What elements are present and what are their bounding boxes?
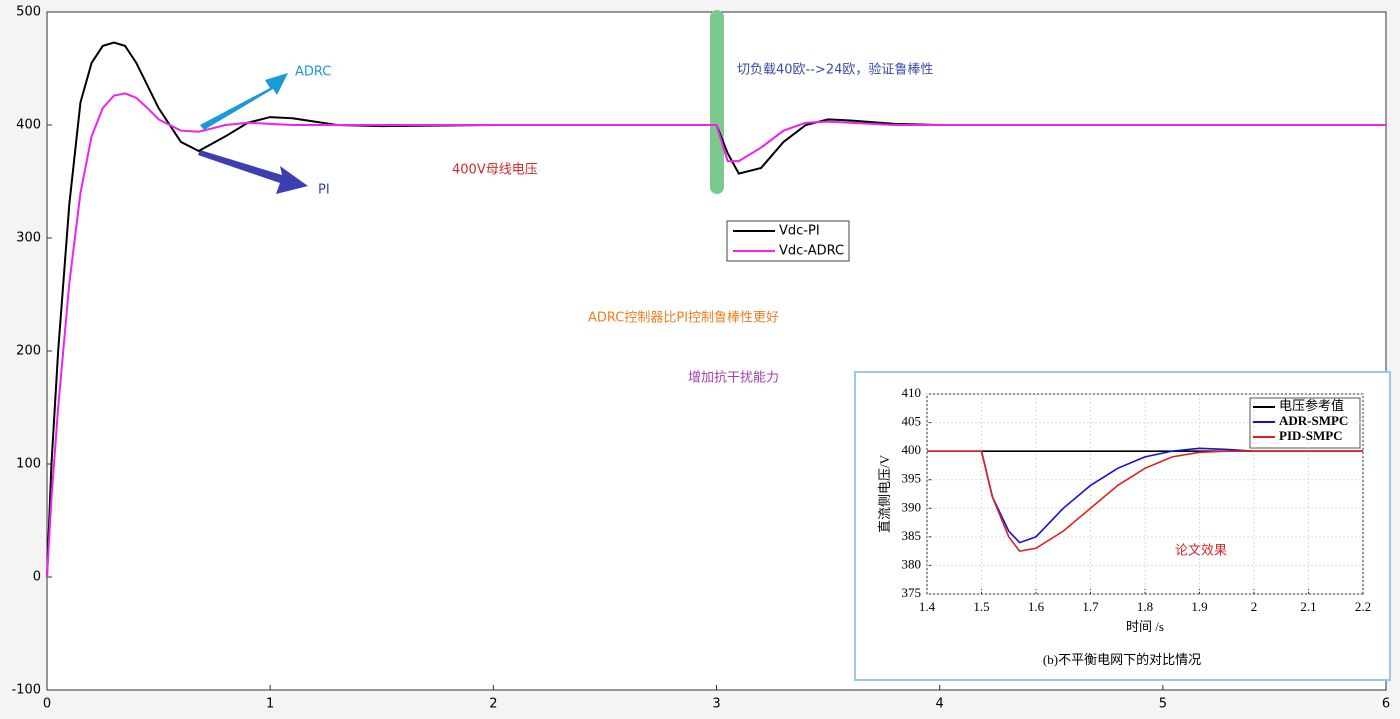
x-tick-label: 4	[936, 697, 944, 712]
series-line	[927, 447, 1363, 544]
annotation: PI	[318, 183, 330, 198]
x-tick-label: 1.7	[1082, 599, 1099, 614]
x-tick-label: 0	[43, 697, 51, 712]
annotation: ADRC	[295, 65, 331, 80]
x-tick-label: 2.2	[1355, 599, 1371, 614]
x-tick-label: 3	[712, 697, 720, 712]
y-tick-label: 200	[16, 344, 41, 359]
y-tick-label: 390	[902, 499, 922, 514]
annotation: 400V母线电压	[452, 163, 538, 178]
y-tick-label: 395	[902, 471, 922, 486]
legend-label: 电压参考值	[1279, 398, 1344, 413]
y-tick-label: 500	[16, 5, 41, 20]
x-tick-label: 5	[1159, 697, 1167, 712]
legend-label: PID-SMPC	[1279, 428, 1343, 443]
x-axis-label: 时间 /s	[1126, 619, 1164, 634]
annotation: 论文效果	[1175, 544, 1227, 559]
y-tick-label: 400	[902, 442, 922, 457]
y-tick-label: 385	[902, 528, 922, 543]
x-tick-label: 1	[266, 697, 274, 712]
annotation: ADRC控制器比PI控制鲁棒性更好	[588, 311, 779, 326]
y-tick-label: 410	[902, 385, 922, 400]
x-tick-label: 1.6	[1028, 599, 1045, 614]
annotation: 增加抗干扰能力	[688, 371, 779, 386]
y-tick-label: 380	[902, 556, 922, 571]
x-tick-label: 2	[1251, 599, 1258, 614]
arrow	[198, 150, 308, 194]
event-marker	[710, 10, 724, 194]
arrow	[200, 73, 288, 130]
x-tick-label: 1.9	[1191, 599, 1207, 614]
y-tick-label: 400	[16, 118, 41, 133]
caption: (b)不平衡电网下的对比情况	[1043, 652, 1201, 667]
x-tick-label: 1.8	[1137, 599, 1153, 614]
y-tick-label: 100	[16, 457, 41, 472]
x-tick-label: 1.5	[973, 599, 989, 614]
y-tick-label: 300	[16, 231, 41, 246]
x-tick-label: 2.1	[1300, 599, 1316, 614]
x-tick-label: 2	[489, 697, 497, 712]
legend-label: ADR-SMPC	[1279, 413, 1348, 428]
y-tick-label: 375	[902, 585, 922, 600]
y-tick-label: 0	[33, 570, 41, 585]
legend-label: Vdc-ADRC	[779, 244, 844, 259]
annotation: 切负载40欧-->24欧，验证鲁棒性	[737, 62, 933, 78]
series-line	[46, 92, 1386, 578]
legend	[726, 220, 850, 262]
x-tick-label: 1.4	[919, 599, 936, 614]
y-tick-label: -100	[11, 683, 41, 698]
series-line	[927, 450, 1363, 553]
x-tick-label: 6	[1382, 697, 1390, 712]
legend-label: Vdc-PI	[779, 224, 820, 239]
y-tick-label: 405	[902, 414, 922, 429]
y-axis-label: 直流侧电压/V	[877, 454, 892, 533]
